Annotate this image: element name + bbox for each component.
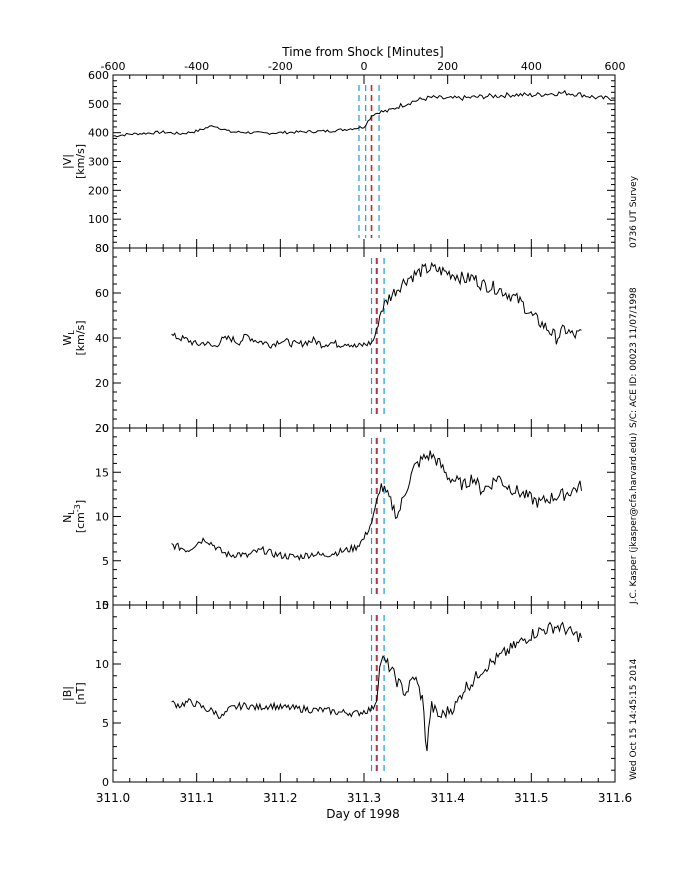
y-axis-label: |V|[km/s] (61, 144, 87, 179)
y-axis-label-units: [nT] (74, 682, 87, 704)
y-tick-label: 100 (88, 213, 109, 226)
top-tick-label: -400 (184, 60, 209, 73)
x-tick-label: 311.0 (96, 791, 130, 805)
x-tick-label: 311.1 (179, 791, 213, 805)
y-tick-label: 5 (102, 555, 109, 568)
panel-frame (112, 74, 616, 249)
y-axis-label-units: [km/s] (74, 320, 87, 355)
panel-frame (112, 427, 616, 606)
top-tick-label: 400 (521, 60, 542, 73)
y-axis-label-subscript: L (67, 330, 76, 335)
y-axis-label-units-end: ] (74, 500, 87, 504)
y-tick-label: 300 (88, 156, 109, 169)
top-tick-label: -600 (101, 60, 126, 73)
y-tick-label: 0 (102, 599, 109, 612)
y-tick-label: 0 (102, 422, 109, 435)
y-tick-label: 40 (95, 332, 109, 345)
y-tick-label: 80 (95, 242, 109, 255)
panel-frame (112, 247, 616, 429)
y-tick-label: 0 (102, 776, 109, 789)
y-tick-label: 0 (102, 242, 109, 255)
y-tick-label: 5 (102, 717, 109, 730)
top-tick-label: 0 (361, 60, 368, 73)
y-axis-label-quantity: W (61, 335, 74, 346)
x-tick-label: 311.4 (430, 791, 464, 805)
panel-density: 0 5 10 15 20 NL[cm-3] (61, 422, 616, 612)
y-tick-label: 15 (95, 599, 109, 612)
y-axis-label-quantity: N (61, 515, 74, 523)
y-axis-label-quantity: |V| (61, 154, 74, 169)
x-tick-label: 311.2 (263, 791, 297, 805)
panel-speed: 0 100 200 300 400 500 600 |V|[km/s] -600 -400 -200… (61, 60, 626, 255)
y-axis-label-superscript: -3 (73, 504, 82, 512)
y-tick-label: 200 (88, 184, 109, 197)
top-axis-label: Time from Shock [Minutes] (281, 45, 443, 59)
y-tick-label: 10 (95, 511, 109, 524)
y-tick-label: 600 (88, 69, 109, 82)
top-tick-label: 600 (605, 60, 626, 73)
y-tick-label: 15 (95, 466, 109, 479)
right-annotation-spacecraft: S/C: ACE ID: 00023 11/07/1998 (629, 287, 639, 428)
y-tick-label: 10 (95, 658, 109, 671)
y-tick-label: 500 (88, 98, 109, 111)
y-axis-label-quantity: |B| (61, 686, 74, 701)
y-axis-label-units: [cm (74, 512, 87, 533)
y-tick-label: 400 (88, 127, 109, 140)
panel-field: 0 5 10 15 |B|[nT] 311.0 311.1 311.2 311.3 311.4 31… (61, 599, 632, 805)
series-line-density (171, 450, 582, 562)
bottom-axis-label: Day of 1998 (326, 807, 399, 821)
x-tick-label: 311.3 (347, 791, 381, 805)
y-axis-label: WL[km/s] (61, 320, 87, 355)
right-annotation-date: Wed Oct 15 14:45:15 2014 (629, 658, 639, 780)
right-annotation-author: J.C. Kasper (jkasper@cfa.harvard.edu) (629, 433, 639, 605)
series-line-speed (112, 90, 616, 138)
panel-frame (112, 604, 616, 783)
x-tick-label: 311.5 (514, 791, 548, 805)
y-axis-label-units: [km/s] (74, 144, 87, 179)
right-annotation-survey: 0736 UT Survey (629, 175, 639, 248)
y-axis-label: |B|[nT] (61, 682, 87, 704)
series-line-thermal (171, 261, 582, 349)
series-line-field (171, 621, 582, 752)
top-tick-label: 200 (437, 60, 458, 73)
y-tick-label: 60 (95, 287, 109, 300)
y-axis-label-subscript: L (67, 510, 76, 515)
y-axis-label: NL[cm-3] (61, 500, 87, 533)
y-tick-label: 20 (95, 377, 109, 390)
x-tick-label: 311.6 (598, 791, 632, 805)
top-tick-label: -200 (268, 60, 293, 73)
y-tick-label: 20 (95, 422, 109, 435)
